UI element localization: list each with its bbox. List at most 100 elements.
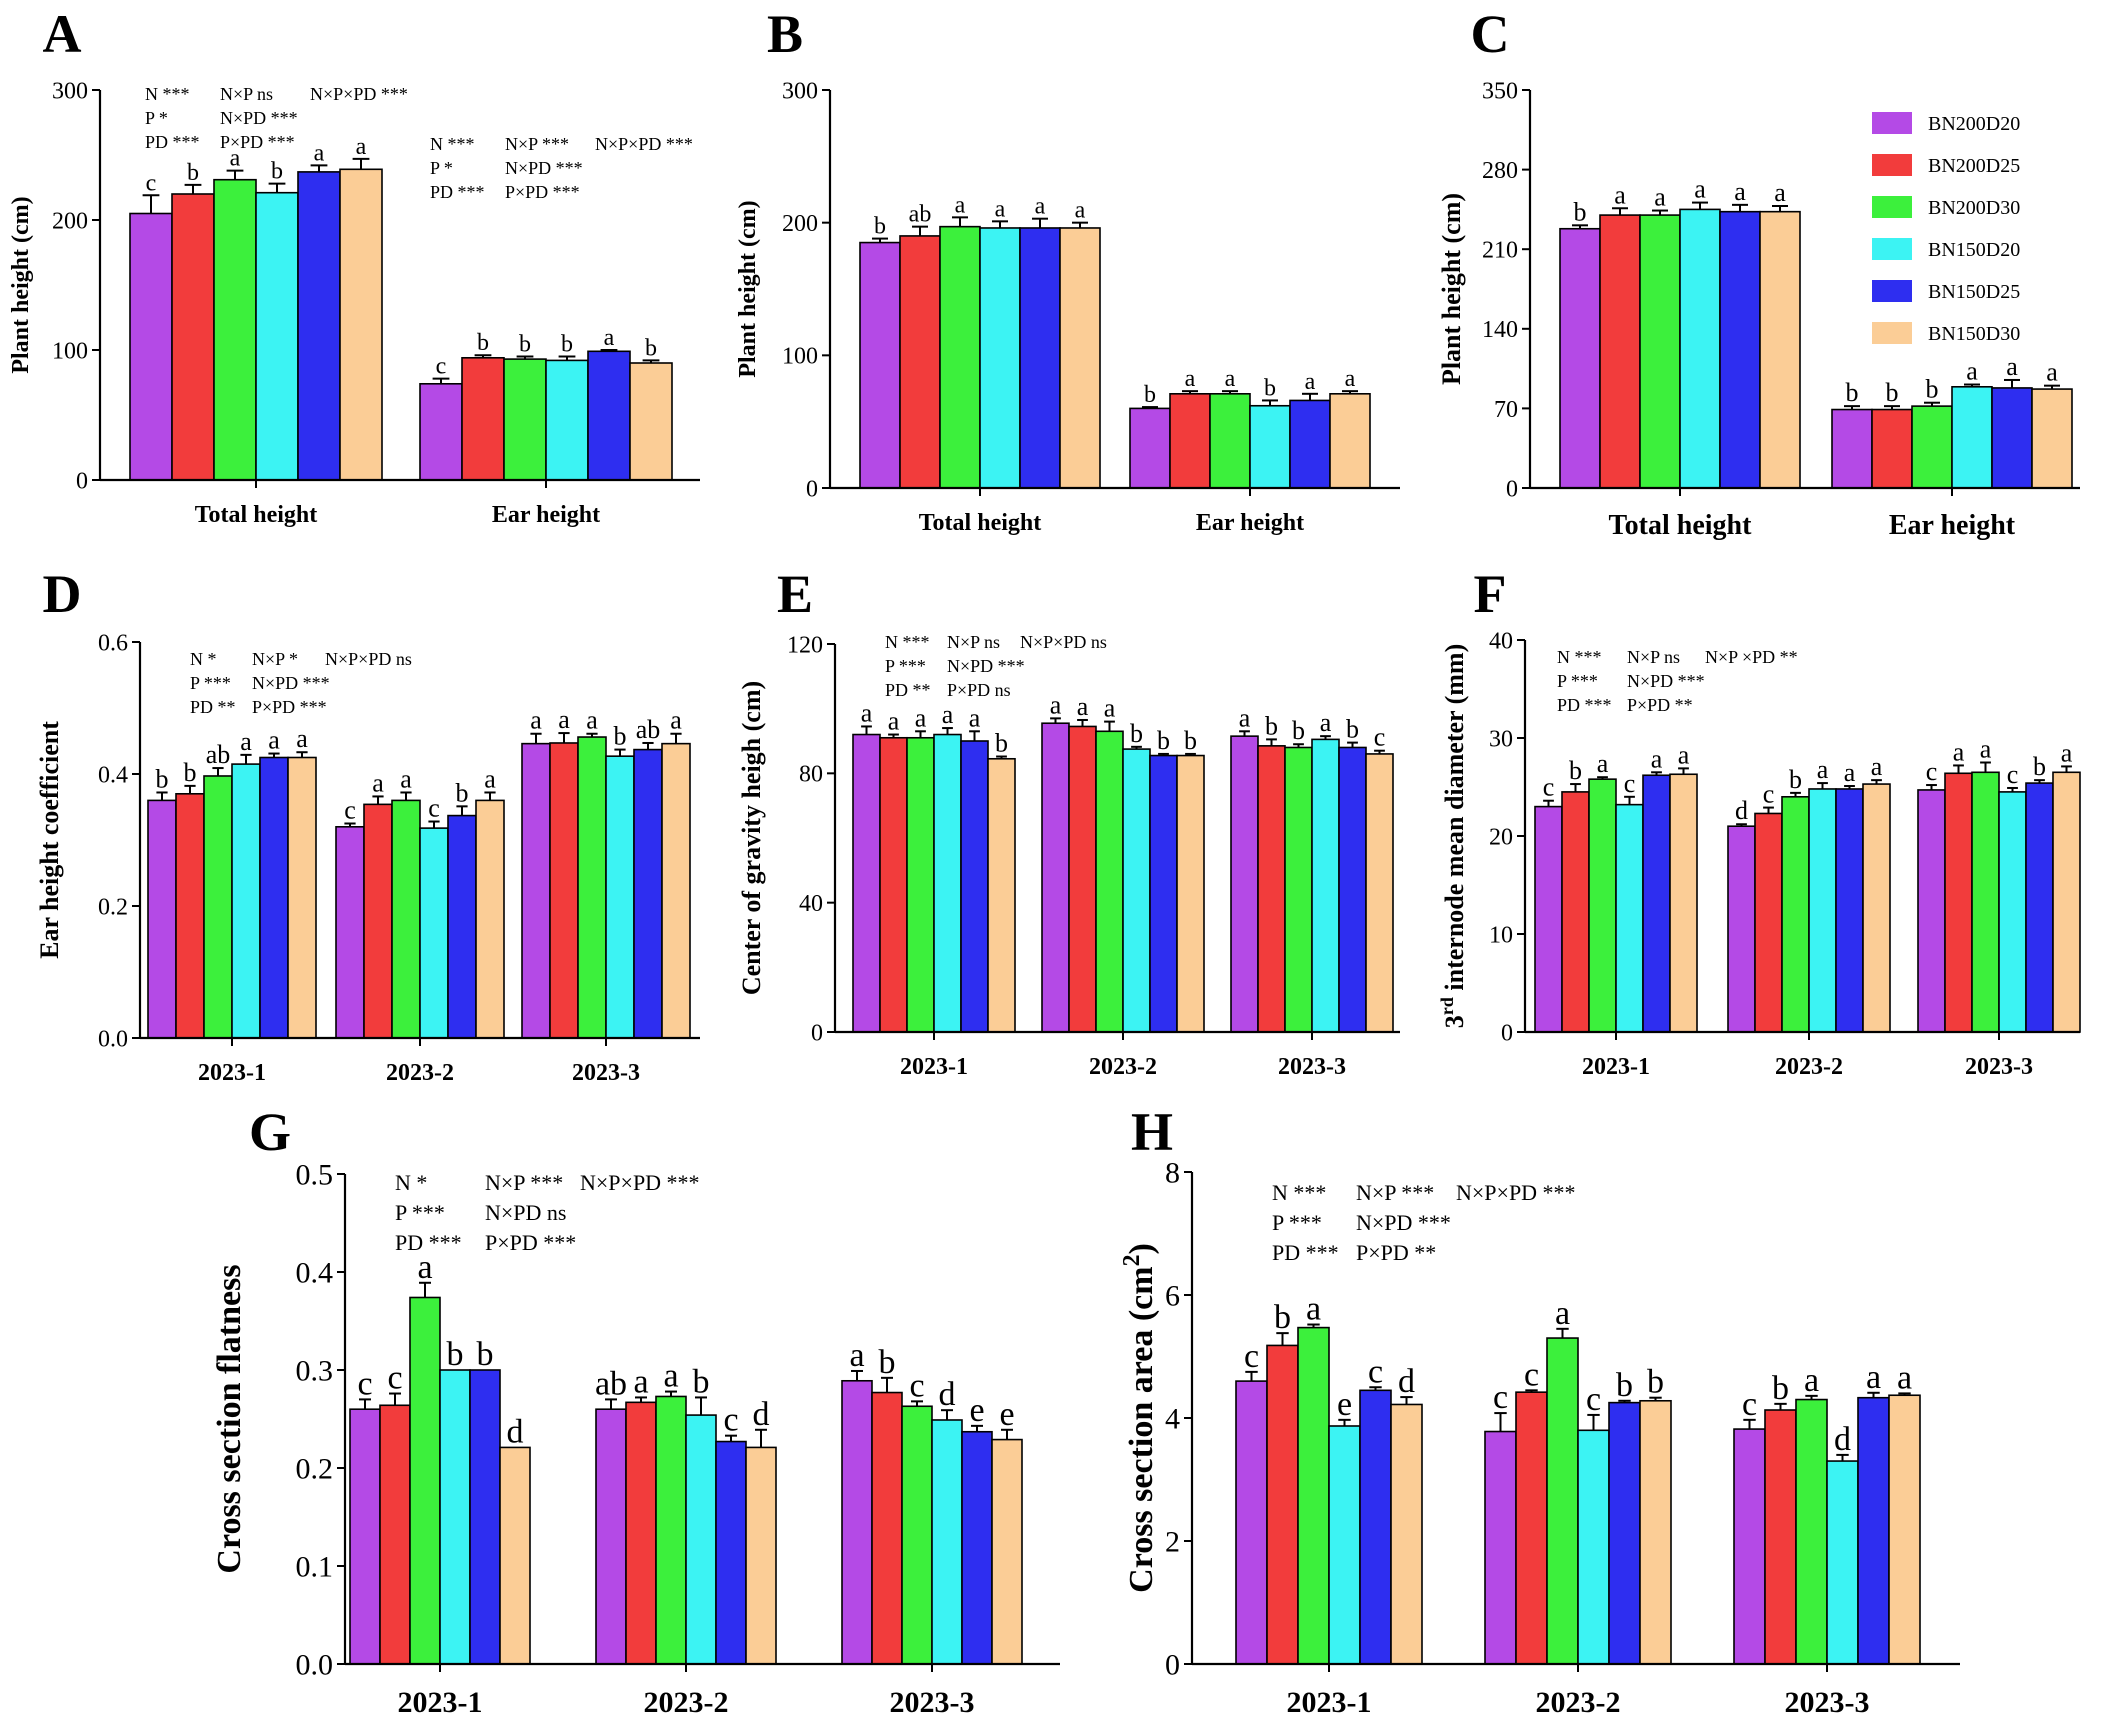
y-tick-label: 100 bbox=[782, 344, 818, 370]
legend-swatch bbox=[1872, 196, 1912, 218]
y-tick-label: 200 bbox=[52, 208, 88, 234]
bar bbox=[549, 742, 579, 1039]
bar bbox=[1284, 746, 1313, 1033]
bar bbox=[1059, 227, 1101, 489]
y-axis-title: Plant height (cm) bbox=[735, 200, 761, 377]
significance-letter: b bbox=[995, 729, 1008, 758]
bar bbox=[1546, 1337, 1579, 1665]
bar bbox=[1831, 408, 1873, 489]
y-tick-label: 80 bbox=[799, 762, 823, 788]
panel-letter-A: A bbox=[43, 4, 82, 64]
bar bbox=[1608, 1401, 1641, 1665]
bar bbox=[587, 350, 631, 481]
bar bbox=[1534, 805, 1563, 1033]
significance-letter: a bbox=[1966, 357, 1978, 386]
significance-letter: b bbox=[645, 335, 657, 361]
bar bbox=[1328, 1425, 1361, 1665]
significance-letter: b bbox=[1886, 378, 1899, 407]
x-category-label: 2023-1 bbox=[1582, 1054, 1650, 1080]
significance-letter: a bbox=[372, 768, 384, 797]
significance-letter: c bbox=[428, 794, 440, 823]
bar bbox=[1971, 771, 2000, 1033]
bar bbox=[503, 358, 547, 481]
bar bbox=[2025, 782, 2054, 1033]
y-tick-label: 40 bbox=[1489, 628, 1513, 654]
x-category-label: 2023-1 bbox=[900, 1054, 968, 1080]
significance-letter: d bbox=[507, 1413, 524, 1450]
bar bbox=[991, 1438, 1023, 1665]
significance-letter: a bbox=[1651, 744, 1663, 773]
significance-letter: d bbox=[753, 1396, 770, 1433]
x-category-label: 2023-2 bbox=[386, 1060, 454, 1086]
bar bbox=[147, 799, 177, 1039]
y-axis-title: Plant height (cm) bbox=[1437, 193, 1466, 385]
stat-annotation: N *** bbox=[885, 632, 930, 652]
significance-letter: a bbox=[1614, 180, 1626, 209]
significance-letter: b bbox=[1772, 1370, 1789, 1407]
significance-letter: c bbox=[1543, 773, 1555, 802]
stat-annotation: N×P×PD *** bbox=[580, 1170, 700, 1195]
y-axis-title: Cross section area (cm2) bbox=[1119, 1243, 1160, 1593]
stat-annotation: P *** bbox=[395, 1200, 445, 1225]
significance-letter: c bbox=[146, 170, 157, 196]
bar bbox=[259, 756, 289, 1039]
significance-letter: d bbox=[1834, 1421, 1851, 1458]
x-category-label: 2023-3 bbox=[890, 1686, 975, 1719]
significance-letter: a bbox=[1844, 758, 1856, 787]
significance-letter: a bbox=[296, 724, 308, 753]
stat-annotation: N×PD *** bbox=[252, 673, 330, 693]
significance-letter: a bbox=[1866, 1359, 1881, 1396]
significance-letter: b bbox=[1265, 711, 1278, 740]
significance-letter: c bbox=[436, 354, 447, 380]
bar bbox=[906, 736, 935, 1033]
significance-letter: b bbox=[1292, 716, 1305, 745]
stat-annotation: N×P *** bbox=[1356, 1180, 1434, 1205]
y-axis-title: Cross section flatness bbox=[211, 1264, 248, 1573]
significance-letter: a bbox=[1694, 175, 1706, 204]
y-tick-label: 0.4 bbox=[98, 762, 128, 788]
significance-letter: a bbox=[586, 706, 598, 735]
bar bbox=[335, 825, 365, 1039]
significance-letter: c bbox=[1244, 1338, 1259, 1375]
bar bbox=[577, 736, 607, 1039]
bar bbox=[1561, 791, 1590, 1033]
significance-letter: a bbox=[1555, 1295, 1570, 1332]
y-tick-label: 0 bbox=[1506, 476, 1518, 502]
y-tick-label: 70 bbox=[1494, 397, 1518, 423]
y-tick-label: 0.0 bbox=[98, 1026, 128, 1052]
significance-letter: a bbox=[1185, 366, 1196, 392]
significance-letter: a bbox=[861, 698, 873, 727]
stat-annotation: N×P×PD *** bbox=[310, 84, 408, 104]
significance-letter: c bbox=[1742, 1386, 1757, 1423]
y-tick-label: 20 bbox=[1489, 824, 1513, 850]
stat-annotation: P×PD ns bbox=[947, 680, 1011, 700]
panel-letter-B: B bbox=[767, 4, 803, 64]
bar bbox=[1795, 1398, 1828, 1665]
bar bbox=[475, 799, 505, 1039]
bar bbox=[1068, 725, 1097, 1033]
y-tick-label: 120 bbox=[787, 632, 823, 658]
bar bbox=[349, 1408, 381, 1665]
legend-label: BN150D30 bbox=[1928, 323, 2020, 345]
x-category-label: 2023-3 bbox=[1278, 1054, 1346, 1080]
significance-letter: b bbox=[184, 758, 197, 787]
x-category-label: 2023-2 bbox=[1536, 1686, 1621, 1719]
stat-annotation: N×P *** bbox=[485, 1170, 563, 1195]
significance-letter: b bbox=[1346, 715, 1359, 744]
bar bbox=[521, 742, 551, 1039]
legend-swatch bbox=[1872, 154, 1912, 176]
significance-letter: a bbox=[484, 764, 496, 793]
bar bbox=[447, 814, 477, 1039]
significance-letter: a bbox=[417, 1249, 432, 1286]
significance-letter: a bbox=[2046, 358, 2058, 387]
significance-letter: a bbox=[1871, 752, 1883, 781]
stat-annotation: N×P×PD *** bbox=[1456, 1180, 1576, 1205]
significance-letter: a bbox=[1774, 178, 1786, 207]
legend-label: BN200D20 bbox=[1928, 113, 2020, 135]
y-tick-label: 0 bbox=[806, 476, 818, 502]
bar bbox=[297, 171, 341, 481]
bar bbox=[1759, 210, 1801, 489]
bar bbox=[595, 1408, 627, 1665]
bar bbox=[2031, 388, 2073, 489]
